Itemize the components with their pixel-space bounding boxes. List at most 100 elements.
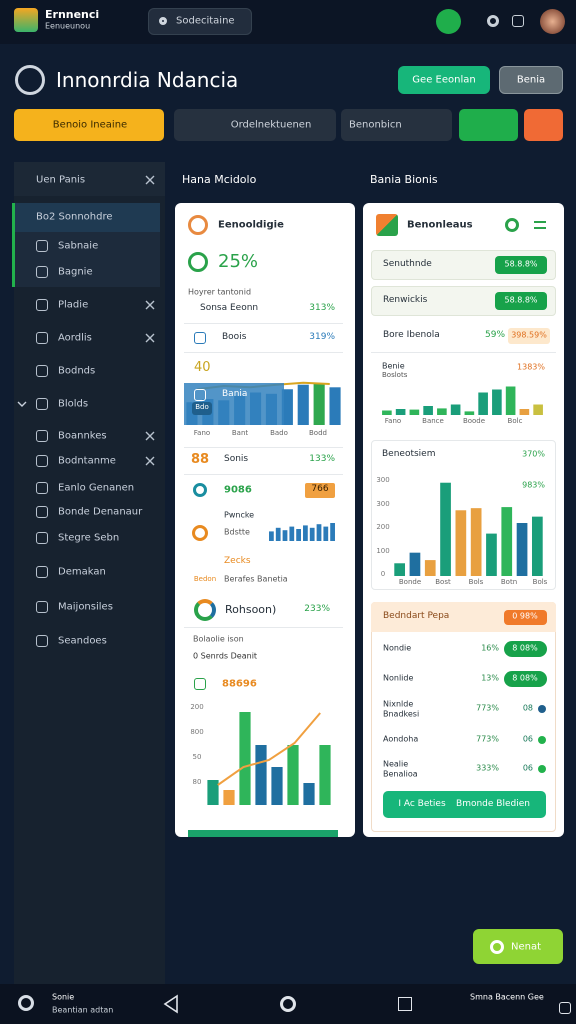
chart-bar — [394, 563, 406, 576]
axis-label: Bance — [422, 417, 444, 426]
sidebar-item[interactable]: Bo2 Sonnohdre — [36, 211, 113, 223]
sidebar-item[interactable]: Sabnaie — [58, 240, 99, 252]
highlight-tag-label: Bdo — [195, 403, 209, 412]
chart-bar — [409, 409, 420, 415]
action-button-label[interactable]: I Ac Beties — [398, 799, 446, 810]
filter-dropdown-label[interactable]: Benoio Ineaine — [52, 119, 128, 131]
filter-dropdown[interactable] — [341, 109, 452, 141]
sidebar-item[interactable]: Demakan — [58, 566, 106, 578]
icon — [36, 635, 48, 647]
ring-icon — [192, 525, 208, 541]
sidebar-item[interactable]: Bonde Denanaur — [58, 506, 143, 518]
sidebar-active — [15, 203, 160, 232]
row-label: Aondoha — [383, 734, 419, 744]
row-label: Pwncke — [224, 510, 255, 520]
row-value: 333% — [476, 763, 499, 773]
mini-chart — [269, 523, 335, 541]
sidebar-item[interactable]: Eanlo Genanen — [58, 482, 135, 494]
icon — [36, 532, 48, 544]
row-value: 233% — [304, 604, 330, 615]
icon — [36, 482, 48, 494]
close-glyph — [145, 333, 155, 343]
row-tag: 06 — [522, 763, 533, 773]
chart-bar — [533, 404, 543, 415]
sidebar-item[interactable]: Seandoes — [58, 635, 107, 647]
secondary-button[interactable] — [499, 66, 563, 94]
axis-label: Bado — [270, 429, 288, 438]
sidebar-item[interactable]: Maijonsiles — [58, 601, 113, 613]
user-icon — [18, 995, 34, 1011]
sidebar-item[interactable]: Boannkes — [58, 430, 107, 442]
filter-search-label[interactable]: Ordelnektuenen — [230, 119, 312, 131]
chart-bar — [478, 392, 488, 415]
stat-badge — [305, 483, 335, 498]
chart-bar — [382, 410, 392, 415]
sidebar-item[interactable]: Aordlis — [58, 332, 92, 344]
search-placeholder[interactable]: Sodecitaine — [176, 15, 235, 27]
filter-search[interactable] — [174, 109, 336, 141]
profile-icon — [15, 65, 45, 95]
row-value: 13% — [481, 673, 499, 683]
primary-button-label[interactable]: Gee Eeonlan — [412, 74, 476, 86]
row-value: 313% — [309, 303, 335, 314]
row-label: Renwickis — [383, 295, 428, 306]
brand-name: Ernnenci — [45, 7, 100, 21]
action-button-label[interactable]: Bmonde Bledien — [456, 799, 530, 810]
card-subtitle: Hoyrer tantonid — [188, 287, 252, 297]
primary-button[interactable] — [398, 66, 490, 94]
floating-button[interactable] — [473, 929, 563, 964]
card — [175, 203, 355, 837]
axis-label: Fano — [384, 417, 402, 426]
note: Bolaolie ison — [193, 634, 244, 644]
icon — [194, 332, 206, 344]
apply-button[interactable] — [459, 109, 518, 141]
nav-back-glyph — [163, 994, 178, 1014]
row-value: 319% — [309, 332, 335, 343]
row-label: Zecks — [224, 556, 251, 567]
chart-bar — [486, 533, 497, 576]
row-sublabel: Berafes Banetia — [224, 574, 288, 584]
app-logo — [14, 8, 38, 32]
icon — [36, 398, 48, 410]
close-glyph — [145, 431, 155, 441]
icon — [36, 240, 48, 252]
ring-icon — [490, 940, 504, 954]
value-pill — [504, 641, 547, 657]
sidebar-item[interactable]: Uen Panis — [36, 174, 86, 186]
panel-title: Beneotsiem — [382, 449, 436, 460]
floating-button-label[interactable]: Nenat — [510, 941, 542, 953]
icon — [512, 15, 524, 27]
chart-bar — [323, 526, 329, 541]
chart-bar — [269, 531, 274, 541]
row-value: 59% — [484, 330, 506, 341]
avatar[interactable] — [540, 9, 565, 34]
reset-button[interactable] — [524, 109, 563, 141]
menu-icon — [534, 221, 546, 223]
sidebar-item[interactable]: Stegre Sebn — [58, 532, 120, 544]
chart-bar — [281, 389, 293, 425]
badge: 88 — [190, 451, 210, 467]
divider — [184, 627, 343, 628]
secondary-button-label[interactable]: Benia — [516, 74, 546, 86]
badge-label: 0 98% — [512, 611, 538, 621]
row-sublabel: Bnadkesi — [383, 709, 420, 719]
filter-dropdown-label[interactable]: Benonbicn — [349, 119, 402, 131]
sidebar-item[interactable]: Pladie — [58, 299, 89, 311]
axis-label: Boode — [462, 417, 486, 426]
filter-dropdown[interactable] — [14, 109, 164, 141]
chart-bar — [289, 526, 295, 541]
sidebar-item[interactable]: Blolds — [58, 398, 89, 410]
sidebar-item[interactable]: Bagnie — [58, 266, 93, 278]
card-title: Eenooldigie — [218, 219, 284, 231]
icon — [36, 506, 48, 518]
page-title: Innonrdia Ndancia — [56, 68, 239, 92]
divider — [184, 352, 343, 353]
chart-bar — [424, 560, 436, 576]
dot — [538, 736, 546, 744]
icon — [36, 455, 48, 467]
row-label: Bore Ibenola — [383, 330, 440, 341]
sidebar-item[interactable]: Bodntanme — [58, 455, 116, 467]
sidebar-item[interactable]: Bodnds — [58, 365, 96, 377]
action-button[interactable] — [383, 791, 546, 818]
